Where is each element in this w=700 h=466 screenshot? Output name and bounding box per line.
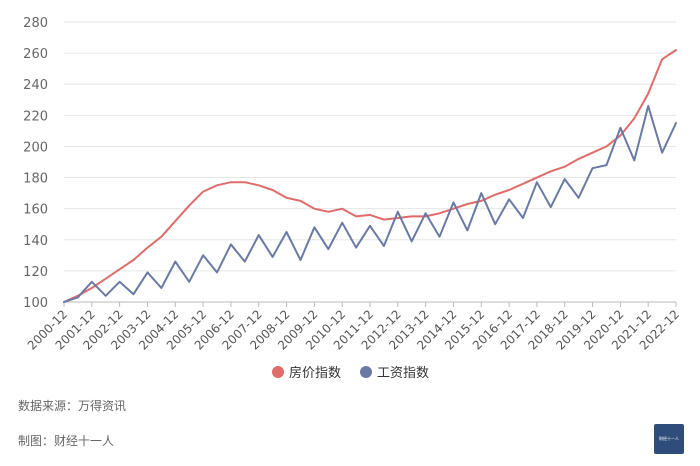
y-tick-label: 120 xyxy=(23,265,48,280)
y-tick-label: 180 xyxy=(23,172,48,187)
publisher-logo: 财经十一人 xyxy=(654,424,684,454)
source-note: 数据来源：万得资讯 xyxy=(18,399,127,413)
legend-label-2: 工资指数 xyxy=(377,366,429,381)
logo-text: 财经十一人 xyxy=(659,436,679,441)
y-tick-label: 200 xyxy=(23,140,48,155)
y-tick-label: 100 xyxy=(23,296,48,311)
legend-marker-2 xyxy=(360,366,372,378)
y-tick-label: 240 xyxy=(23,78,48,93)
y-axis: 100 120 140 160 180 200 220 240 260 280 xyxy=(23,16,48,311)
y-tick-label: 140 xyxy=(23,234,48,249)
y-tick-label: 220 xyxy=(23,109,48,124)
grid-lines xyxy=(64,21,676,303)
legend: 房价指数 工资指数 xyxy=(272,365,429,381)
legend-label-1: 房价指数 xyxy=(289,365,341,381)
y-tick-label: 260 xyxy=(23,47,48,62)
chart-credit: 制图：财经十一人 xyxy=(18,434,115,448)
series-line-2 xyxy=(63,105,677,303)
y-tick-label: 280 xyxy=(23,16,48,31)
series-lines xyxy=(63,49,677,303)
y-tick-label: 160 xyxy=(23,203,48,218)
x-axis: 2000-122001-122002-122003-122004-122005-… xyxy=(25,302,682,353)
legend-marker-1 xyxy=(272,366,284,378)
series-line-1 xyxy=(63,49,677,303)
